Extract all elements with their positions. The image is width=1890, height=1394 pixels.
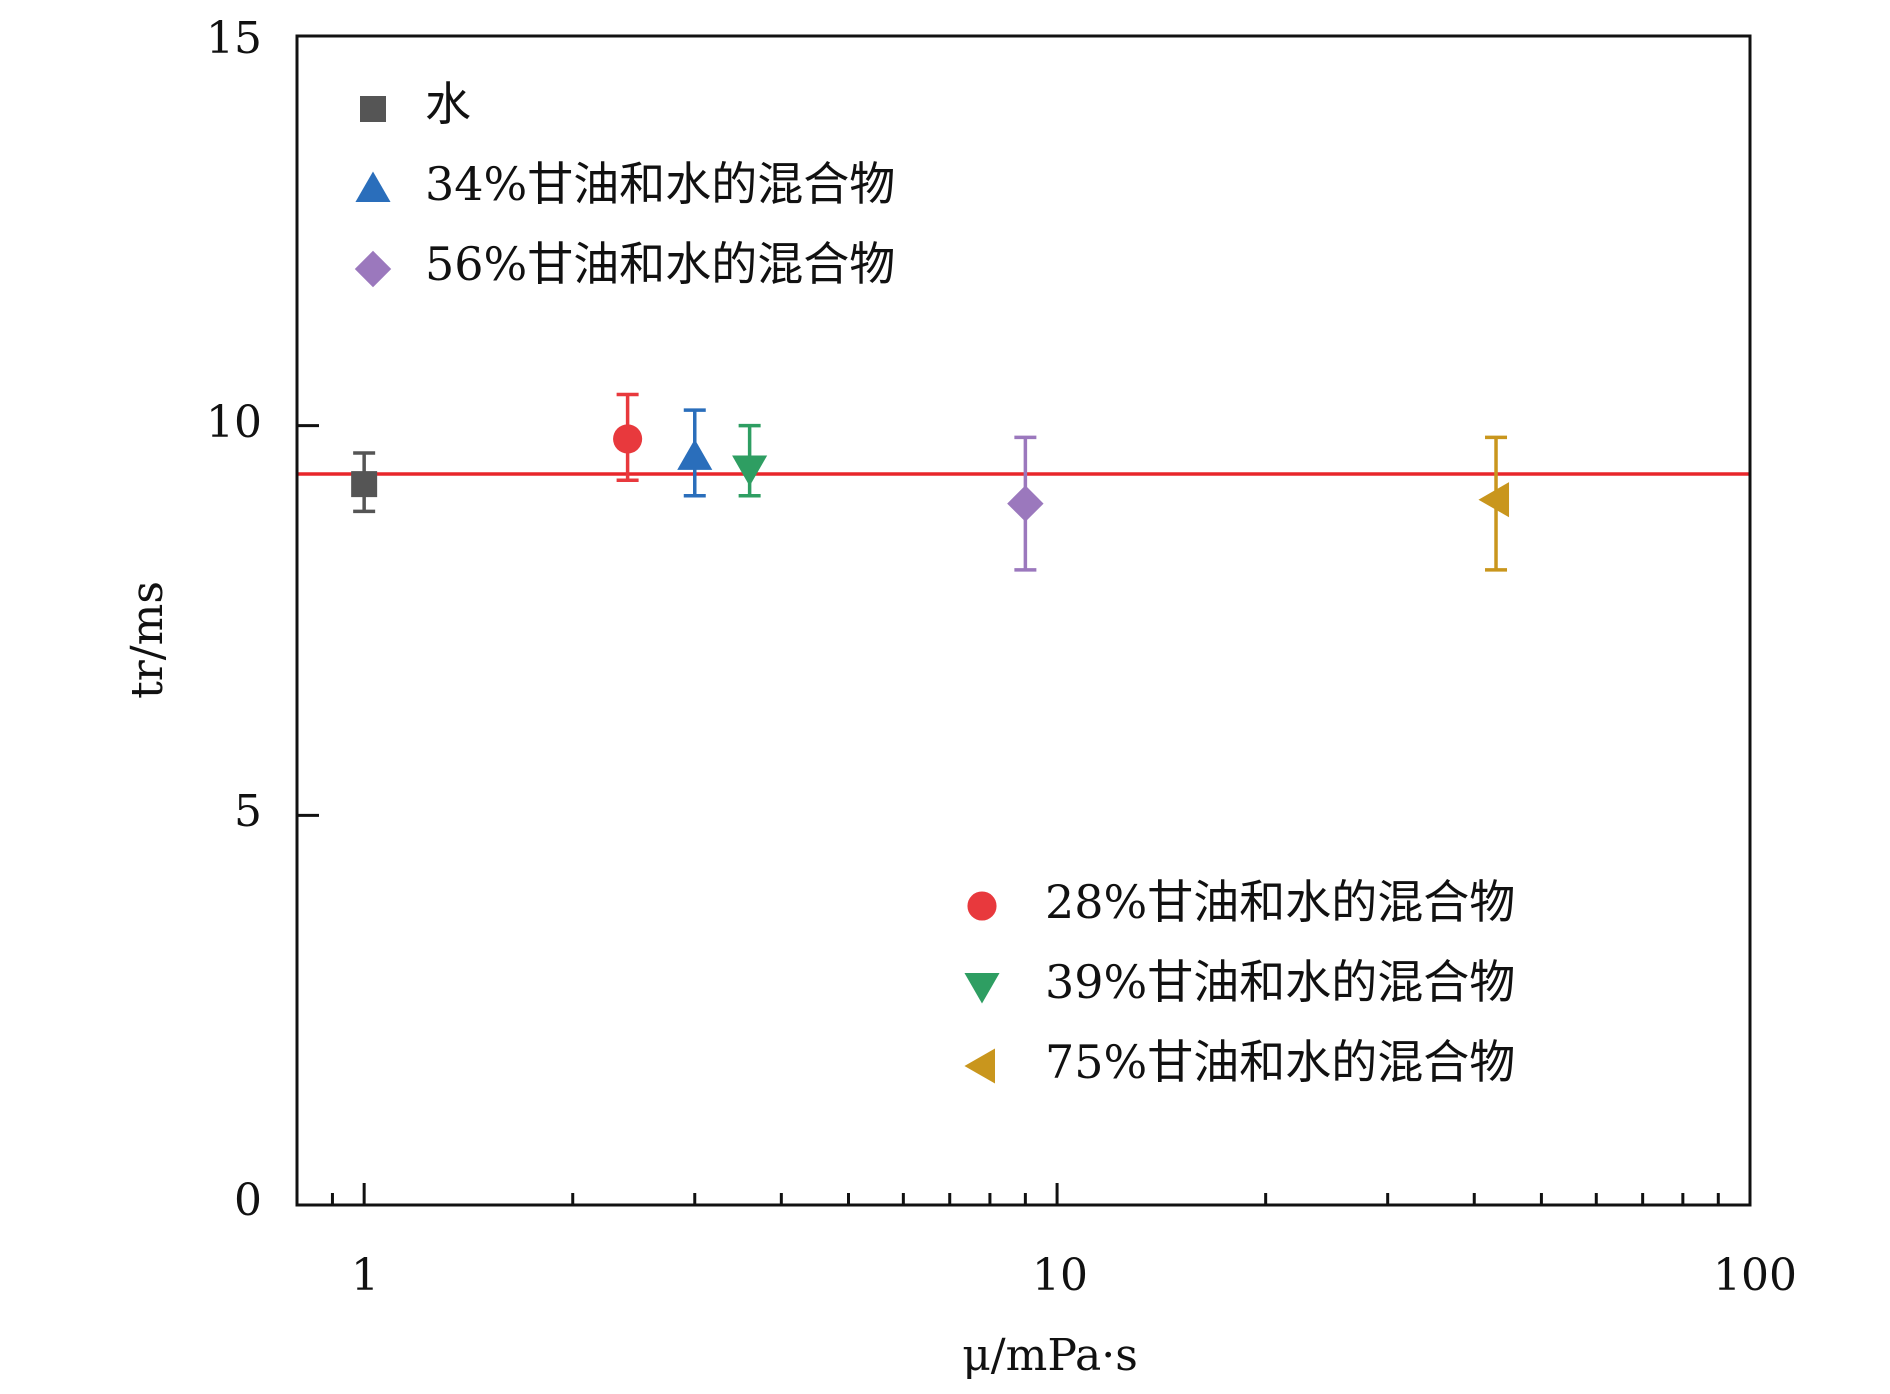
data-point-0 [351, 471, 378, 498]
y-tick-label-15: 15 [206, 13, 262, 64]
axis-tick-layer [297, 34, 1752, 1207]
legend-label-75pct: 75%甘油和水的混合物 [1045, 1035, 1515, 1089]
legend-marker-0 [360, 96, 386, 122]
y-tick-label-0: 0 [234, 1175, 262, 1226]
data-point-1 [613, 424, 643, 454]
data-point-3 [732, 455, 768, 487]
x-tick-label-1: 1 [351, 1250, 379, 1301]
y-axis-title: tr/ms [122, 581, 173, 699]
x-tick-label-10: 10 [1032, 1250, 1088, 1301]
legend-label-56pct: 56%甘油和水的混合物 [425, 237, 895, 291]
data-point-4 [1007, 485, 1044, 522]
x-tick-label-100: 100 [1713, 1250, 1797, 1301]
data-point-5 [1478, 482, 1510, 518]
legend-top-left: 水 34%甘油和水的混合物 56%甘油和水的混合物 [425, 77, 895, 291]
legend-label-34pct: 34%甘油和水的混合物 [425, 157, 895, 211]
legend-marker-1 [967, 891, 997, 921]
legend-marker-layer [354, 96, 1000, 1084]
data-point-2 [677, 439, 713, 470]
legend-label-28pct: 28%甘油和水的混合物 [1045, 875, 1515, 929]
data-point-layer [351, 424, 1510, 522]
legend-label-39pct: 39%甘油和水的混合物 [1045, 955, 1515, 1009]
legend-bottom-right: 28%甘油和水的混合物 39%甘油和水的混合物 75%甘油和水的混合物 [1045, 875, 1515, 1089]
legend-marker-4 [354, 250, 392, 288]
legend-marker-3 [964, 973, 1000, 1004]
legend-label-water: 水 [425, 77, 471, 131]
y-tick-label-5: 5 [234, 786, 262, 837]
y-tick-label-10: 10 [206, 397, 262, 448]
legend-marker-5 [964, 1048, 995, 1084]
x-axis-title: μ/mPa·s [962, 1330, 1138, 1381]
error-bar-layer [353, 392, 1508, 572]
legend-marker-2 [355, 171, 391, 202]
plot-frame [295, 34, 1752, 1207]
